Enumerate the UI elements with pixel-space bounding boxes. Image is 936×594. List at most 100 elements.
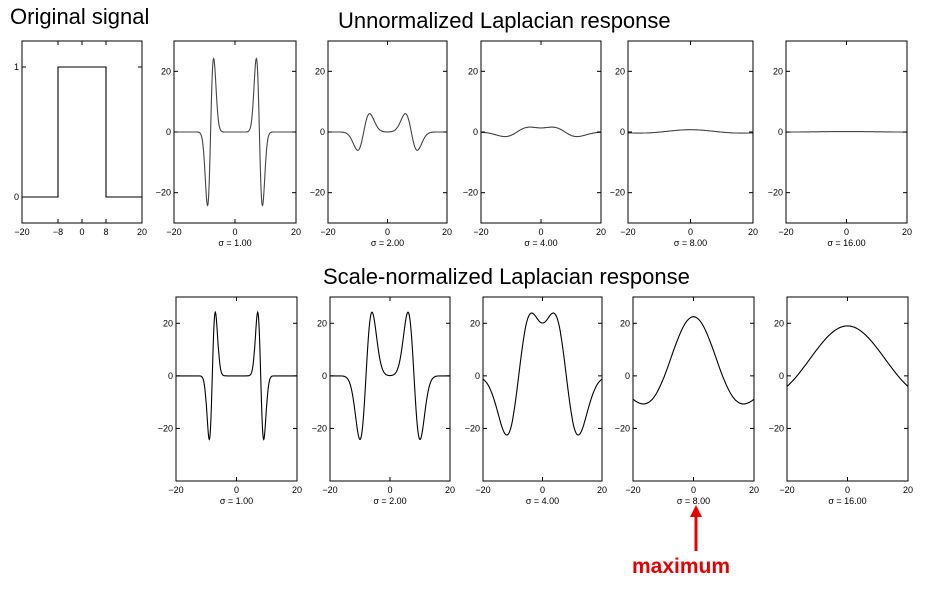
x-axis-label: σ = 8.00 bbox=[677, 496, 710, 506]
y-tick-label: −20 bbox=[463, 188, 478, 198]
unnormalized-plot-sigma-8: −20 0 20 −20 0 20 σ = 8.00 bbox=[610, 40, 758, 248]
y-tick-label: 20 bbox=[470, 318, 480, 328]
y-tick-label: −20 bbox=[769, 423, 784, 433]
series-line bbox=[786, 131, 907, 133]
plot-frame bbox=[21, 40, 143, 224]
x-tick-label: −20 bbox=[625, 485, 640, 495]
x-tick-label: 20 bbox=[291, 227, 301, 237]
y-tick-label: 0 bbox=[778, 127, 783, 137]
y-tick-label: 0 bbox=[14, 192, 19, 202]
x-tick-label: 20 bbox=[445, 485, 455, 495]
y-tick-label: 20 bbox=[468, 66, 478, 76]
y-tick-label: 0 bbox=[168, 371, 173, 381]
x-tick-label: 0 bbox=[845, 485, 850, 495]
y-tick-label: −20 bbox=[312, 423, 327, 433]
y-tick-label: 0 bbox=[620, 127, 625, 137]
unnormalized-plot-sigma-16: −20 0 20 −20 0 20 σ = 16.00 bbox=[768, 40, 912, 248]
y-tick-label: 20 bbox=[620, 318, 630, 328]
x-axis-label: σ = 1.00 bbox=[220, 496, 253, 506]
x-tick-label: −20 bbox=[473, 227, 488, 237]
normalized-plot-sigma-8: −20 0 20 −20 0 20 σ = 8.00 bbox=[615, 296, 759, 506]
y-tick-label: 20 bbox=[163, 318, 173, 328]
y-tick-label: −20 bbox=[615, 423, 630, 433]
y-tick-label: 20 bbox=[317, 318, 327, 328]
x-tick-label: 20 bbox=[596, 227, 606, 237]
series-line bbox=[482, 312, 603, 436]
y-tick-label: 1 bbox=[14, 62, 19, 72]
unnormalized-plot-sigma-1: −20 0 20 −20 0 20 σ = 1.00 bbox=[156, 40, 301, 248]
y-tick-label: −20 bbox=[156, 188, 171, 198]
x-tick-label: 8 bbox=[103, 227, 108, 237]
y-tick-label: −20 bbox=[465, 423, 480, 433]
y-tick-label: −20 bbox=[310, 188, 325, 198]
normalized-plot-sigma-2: −20 0 20 −20 0 20 σ = 2.00 bbox=[312, 296, 455, 506]
original-signal-plot: −20 −8 0 8 20 0 1 bbox=[14, 40, 147, 237]
series-line bbox=[328, 113, 447, 151]
series-line bbox=[22, 66, 142, 198]
y-tick-label: 0 bbox=[475, 371, 480, 381]
y-tick-label: 20 bbox=[161, 66, 171, 76]
plot-frame bbox=[632, 296, 755, 482]
maximum-label: maximum bbox=[632, 555, 731, 578]
original-signal-title: Original signal bbox=[10, 4, 150, 29]
maximum-arrow bbox=[690, 505, 702, 551]
x-axis-label: σ = 4.00 bbox=[526, 496, 559, 506]
x-tick-label: −20 bbox=[475, 485, 490, 495]
x-tick-label: −20 bbox=[779, 485, 794, 495]
x-axis-label: σ = 1.00 bbox=[218, 238, 251, 248]
x-axis-label: σ = 4.00 bbox=[524, 238, 557, 248]
x-tick-label: 20 bbox=[748, 227, 758, 237]
series-line bbox=[176, 310, 297, 441]
y-tick-label: 0 bbox=[320, 127, 325, 137]
unnormalized-plot-sigma-2: −20 0 20 −20 0 20 σ = 2.00 bbox=[310, 40, 452, 248]
x-tick-label: 20 bbox=[749, 485, 759, 495]
y-tick-label: −20 bbox=[158, 423, 173, 433]
x-tick-label: 0 bbox=[385, 227, 390, 237]
y-tick-label: 20 bbox=[315, 66, 325, 76]
y-tick-label: 0 bbox=[166, 127, 171, 137]
plot-frame bbox=[627, 40, 754, 224]
y-tick-label: 0 bbox=[779, 371, 784, 381]
series-line bbox=[330, 311, 450, 441]
x-tick-label: 20 bbox=[137, 227, 147, 237]
x-tick-label: 20 bbox=[597, 485, 607, 495]
x-axis-label: σ = 2.00 bbox=[371, 238, 404, 248]
x-tick-label: 0 bbox=[691, 485, 696, 495]
x-tick-label: 0 bbox=[540, 485, 545, 495]
y-tick-label: 20 bbox=[774, 318, 784, 328]
plot-frame bbox=[329, 296, 451, 482]
plot-frame bbox=[786, 296, 909, 482]
x-tick-label: −20 bbox=[322, 485, 337, 495]
x-axis-label: σ = 16.00 bbox=[828, 496, 866, 506]
series-line bbox=[632, 316, 755, 405]
x-tick-label: 0 bbox=[538, 227, 543, 237]
x-tick-label: 0 bbox=[232, 227, 237, 237]
x-tick-label: −20 bbox=[778, 227, 793, 237]
x-tick-label: 20 bbox=[902, 227, 912, 237]
y-tick-label: 0 bbox=[625, 371, 630, 381]
x-axis-label: σ = 16.00 bbox=[827, 238, 865, 248]
x-tick-label: −20 bbox=[620, 227, 635, 237]
series-line bbox=[786, 325, 909, 387]
normalized-plot-sigma-16: −20 0 20 −20 0 20 σ = 16.00 bbox=[769, 296, 913, 506]
normalized-plot-sigma-1: −20 0 20 −20 0 20 σ = 1.00 bbox=[158, 296, 302, 506]
x-tick-label: −20 bbox=[166, 227, 181, 237]
x-tick-label: −20 bbox=[320, 227, 335, 237]
x-tick-label: 20 bbox=[442, 227, 452, 237]
plot-frame bbox=[482, 296, 603, 482]
x-axis-label: σ = 8.00 bbox=[674, 238, 707, 248]
y-tick-label: 20 bbox=[615, 66, 625, 76]
x-tick-label: −8 bbox=[53, 227, 63, 237]
x-tick-label: 0 bbox=[387, 485, 392, 495]
series-line bbox=[628, 129, 753, 134]
x-tick-label: −20 bbox=[168, 485, 183, 495]
plot-frame bbox=[480, 40, 602, 224]
y-tick-label: 0 bbox=[473, 127, 478, 137]
x-tick-label: −20 bbox=[14, 227, 29, 237]
unnormalized-response-title: Unnormalized Laplacian response bbox=[338, 8, 671, 33]
x-tick-label: 20 bbox=[292, 485, 302, 495]
unnormalized-plot-sigma-4: −20 0 20 −20 0 20 σ = 4.00 bbox=[463, 40, 606, 248]
x-axis-label: σ = 2.00 bbox=[373, 496, 406, 506]
x-tick-label: 0 bbox=[688, 227, 693, 237]
plot-frame bbox=[175, 296, 298, 482]
